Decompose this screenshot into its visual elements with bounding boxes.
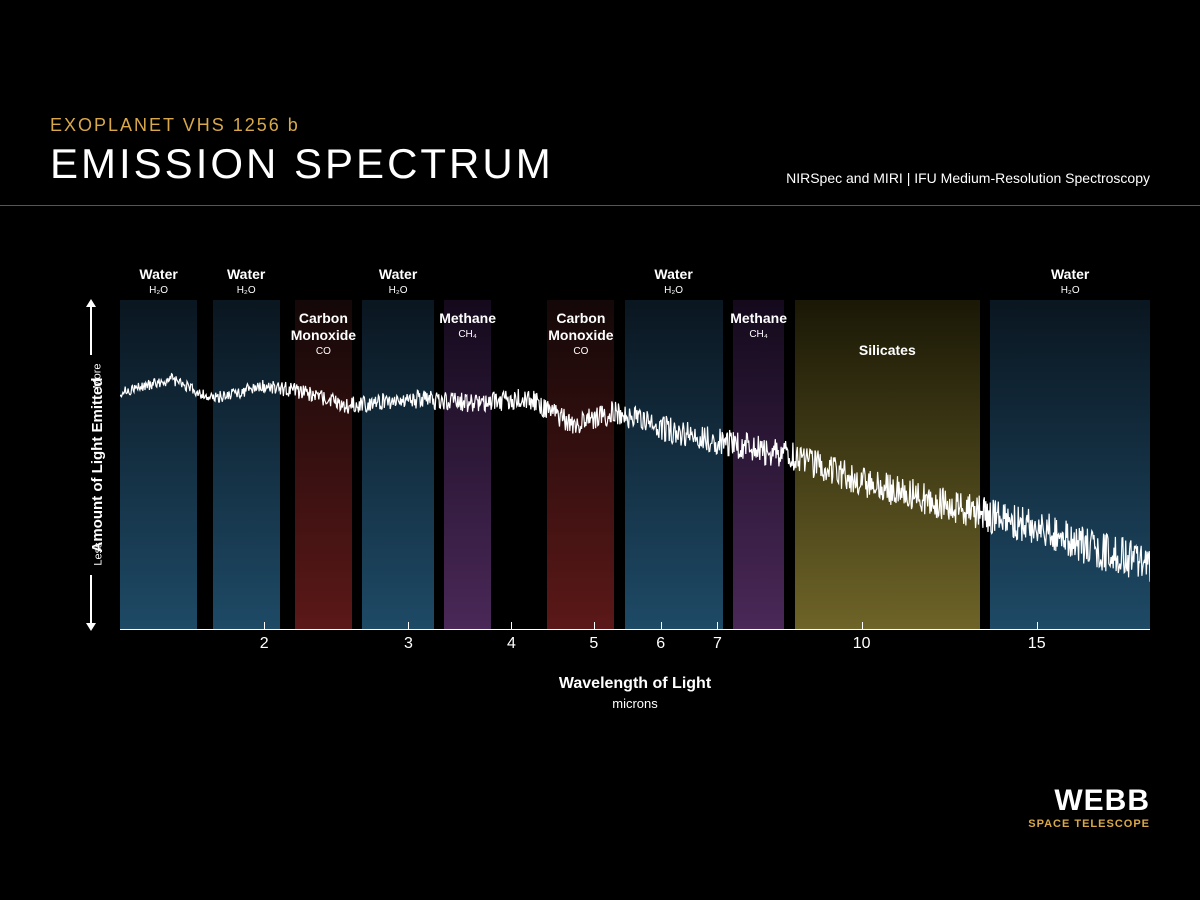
x-tick-mark [661, 622, 662, 630]
x-tick-mark [511, 622, 512, 630]
y-tick-less: Less [92, 542, 104, 565]
band-label: WaterH₂O [379, 266, 417, 297]
chart-area: WaterH₂OWaterH₂OCarbonMonoxideCOWaterH₂O… [120, 300, 1150, 630]
x-tick-label: 3 [404, 635, 413, 653]
x-tick-mark [408, 622, 409, 630]
y-axis-label: Amount of Light Emitted [89, 378, 106, 553]
x-tick-mark [862, 622, 863, 630]
band-label: WaterH₂O [139, 266, 177, 297]
x-tick-label: 2 [260, 635, 269, 653]
spectrum-path [120, 374, 1150, 582]
x-tick-label: 7 [713, 635, 722, 653]
band-label: WaterH₂O [227, 266, 265, 297]
y-arrow-up-icon [90, 305, 92, 355]
band-label: WaterH₂O [654, 266, 692, 297]
logo-main: WEBB [1028, 784, 1150, 818]
x-tick-label: 15 [1028, 635, 1046, 653]
x-tick-label: 10 [853, 635, 871, 653]
logo-sub: SPACE TELESCOPE [1028, 818, 1150, 830]
x-axis-unit: microns [559, 696, 711, 711]
x-tick-label: 6 [656, 635, 665, 653]
exoplanet-name: EXOPLANET VHS 1256 b [50, 115, 1150, 136]
header-divider [0, 205, 1200, 206]
x-tick-label: 5 [589, 635, 598, 653]
x-tick-mark [264, 622, 265, 630]
x-tick-label: 4 [507, 635, 516, 653]
y-axis: More Amount of Light Emitted Less [60, 300, 120, 630]
band-label: WaterH₂O [1051, 266, 1089, 297]
x-tick-mark [717, 622, 718, 630]
spectrum-line [120, 300, 1150, 630]
webb-logo: WEBB SPACE TELESCOPE [1028, 784, 1150, 830]
y-arrow-down-icon [90, 575, 92, 625]
x-tick-mark [594, 622, 595, 630]
x-axis-label: Wavelength of Light microns [559, 675, 711, 711]
instrument-label: NIRSpec and MIRI | IFU Medium-Resolution… [786, 170, 1150, 186]
x-tick-mark [1037, 622, 1038, 630]
x-axis-label-main: Wavelength of Light [559, 675, 711, 692]
x-axis-line [120, 629, 1150, 630]
